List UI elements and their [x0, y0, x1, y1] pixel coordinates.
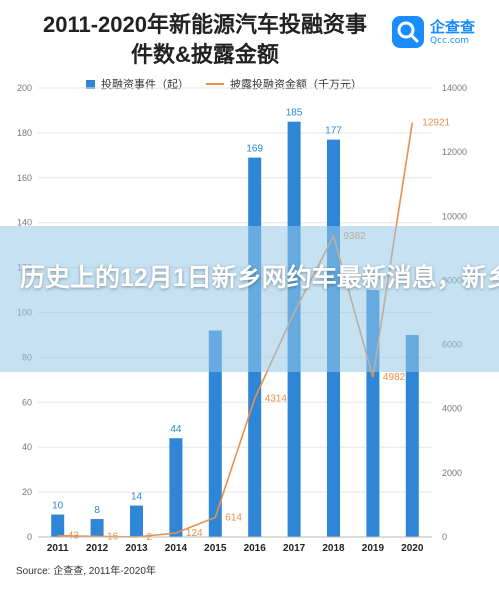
y-tick-right: 2000 [442, 468, 462, 478]
logo-name: 企查查 [430, 18, 476, 36]
x-tick-label: 2016 [244, 543, 267, 554]
x-tick-label: 2019 [362, 543, 385, 554]
line-value-label: 614 [225, 512, 242, 523]
x-tick-label: 2013 [125, 543, 148, 554]
bar-value-label: 185 [286, 108, 303, 119]
line-value-label: 43 [68, 531, 80, 542]
x-tick-label: 2012 [86, 543, 109, 554]
y-tick-left: 40 [22, 442, 32, 452]
line-value-label: 4314 [265, 394, 288, 405]
overlay-title: 历史上的12月1日新乡网约车最新消息，新乡网约车，历史 [20, 264, 499, 292]
x-tick-label: 2015 [204, 543, 227, 554]
y-tick-left: 0 [27, 532, 32, 542]
chart-title: 2011-2020年新能源汽车投融资事件数&披露金额 [43, 12, 367, 67]
y-tick-left: 200 [17, 83, 32, 93]
bar-value-label: 10 [52, 501, 64, 512]
bar [130, 505, 143, 537]
bar-value-label: 177 [325, 126, 342, 137]
y-tick-right: 12000 [442, 147, 467, 157]
line-value-label: 12921 [422, 118, 450, 129]
y-tick-right: 0 [442, 532, 447, 542]
x-tick-label: 2014 [165, 543, 188, 554]
bar [208, 330, 222, 537]
source-note: Source: 企查查, 2011年-2020年 [16, 566, 156, 577]
x-tick-label: 2020 [401, 543, 424, 554]
y-tick-left: 140 [17, 218, 32, 228]
line-value-label: 124 [186, 528, 203, 539]
y-tick-left: 60 [22, 397, 32, 407]
bar-value-label: 14 [131, 492, 143, 503]
qcc-logo-icon [392, 16, 424, 48]
qcc-logo: 企查查 Qcc.com [392, 14, 494, 52]
bar-value-label: 44 [170, 424, 182, 435]
y-tick-left: 160 [17, 173, 32, 183]
bar [51, 514, 65, 537]
bar [405, 334, 419, 537]
overlay-banner: 历史上的12月1日新乡网约车最新消息，新乡网约车，历史 [0, 226, 499, 372]
y-tick-right: 14000 [442, 83, 467, 93]
logo-domain: Qcc.com [430, 36, 470, 46]
x-tick-label: 2018 [322, 543, 345, 554]
y-tick-left: 180 [17, 128, 32, 138]
y-tick-left: 20 [22, 487, 32, 497]
line-value-label: 4982 [383, 372, 406, 383]
bar-value-label: 8 [94, 505, 100, 516]
x-tick-label: 2011 [47, 543, 69, 554]
y-tick-right: 4000 [442, 404, 462, 414]
x-tick-label: 2017 [283, 543, 306, 554]
bar [169, 438, 183, 537]
bar-value-label: 169 [246, 144, 263, 155]
y-tick-right: 10000 [442, 211, 467, 221]
legend-line-swatch [206, 83, 224, 85]
bar [90, 519, 104, 537]
legend-bar-swatch [86, 79, 95, 89]
